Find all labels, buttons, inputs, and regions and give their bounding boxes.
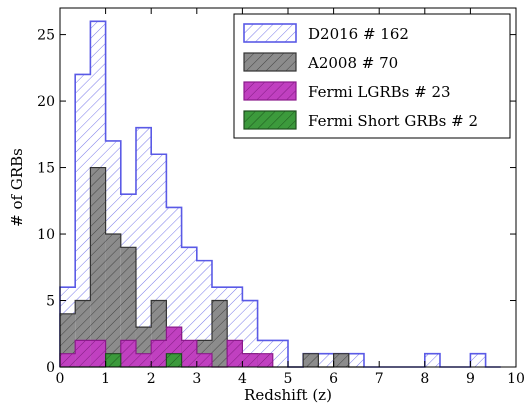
x-tick-label: 9 — [466, 371, 475, 387]
y-axis-label: # of GRBs — [8, 148, 26, 227]
y-tick-label: 25 — [37, 28, 55, 44]
legend-label: Fermi Short GRBs # 2 — [308, 112, 478, 130]
bar-d2016-162-14 — [272, 340, 288, 367]
bar-a2008-70-2 — [90, 167, 106, 367]
ticks-layer: 0 1 2 3 4 5 6 7 8 9 10 0 5 10 15 20 25 — [37, 8, 525, 387]
bar-fermi-lgrbs-23-13 — [257, 353, 273, 367]
bar-d2016-162-17 — [318, 353, 334, 367]
y-tick-label: 20 — [37, 94, 55, 110]
bar-a2008-70-4 — [120, 247, 136, 367]
bar-a2008-70-18 — [333, 353, 349, 367]
bar-fermi-lgrbs-23-12 — [242, 353, 258, 367]
x-tick-label: 6 — [329, 371, 338, 387]
bar-d2016-162-5 — [136, 127, 152, 368]
bar-fermi-lgrbs-23-4 — [120, 340, 136, 367]
plot-frame — [59, 7, 517, 368]
bar-fermi-lgrbs-23-8 — [181, 340, 197, 367]
bar-fermi-lgrbs-23-5 — [136, 353, 152, 367]
legend: D2016 # 162 A2008 # 70 Fermi LGRBs # 23 Fer… — [233, 13, 511, 139]
x-tick-label: 2 — [147, 371, 156, 387]
legend-label: D2016 # 162 — [308, 25, 409, 43]
legend-swatch — [243, 23, 297, 43]
x-tick-label: 8 — [420, 371, 429, 387]
outline-fermi-lgrbs-23 — [59, 326, 274, 368]
x-axis-label: Redshift (z) — [244, 386, 332, 404]
outline-d2016-162 — [59, 20, 501, 368]
bar-fermi-lgrbs-23-11 — [227, 340, 243, 367]
bar-a2008-70-10 — [211, 300, 228, 367]
x-tick-label: 0 — [56, 371, 65, 387]
bar-d2016-162-27 — [470, 353, 486, 367]
bar-fermi-lgrbs-23-9 — [196, 353, 212, 367]
legend-label: Fermi LGRBs # 23 — [308, 83, 451, 101]
bar-d2016-162-12 — [242, 300, 258, 367]
bar-d2016-162-24 — [424, 353, 440, 367]
x-tick-label: 1 — [101, 371, 110, 387]
y-tick-label: 0 — [46, 360, 55, 376]
bar-fermi-lgrbs-23-0 — [60, 353, 76, 367]
bar-d2016-162-1 — [75, 74, 91, 368]
bar-d2016-162-8 — [181, 247, 197, 367]
x-tick-label: 3 — [192, 371, 201, 387]
legend-swatch — [243, 52, 297, 72]
bar-fermi-lgrbs-23-2 — [90, 340, 106, 367]
bar-fermi-lgrbs-23-6 — [151, 340, 167, 367]
series-fermi-lgrbs-23 — [59, 326, 274, 368]
y-tick-label: 15 — [37, 161, 55, 177]
legend-swatch — [243, 81, 297, 101]
x-tick-label: 7 — [375, 371, 384, 387]
bars-layer — [59, 20, 501, 368]
bar-a2008-70-3 — [105, 234, 121, 367]
x-tick-label: 10 — [507, 371, 525, 387]
bar-fermi-short-grbs-2-7 — [166, 353, 182, 367]
legend-swatch — [243, 110, 297, 130]
y-tick-label: 10 — [37, 227, 55, 243]
x-tick-label: 5 — [284, 371, 293, 387]
y-tick-label: 5 — [46, 294, 55, 310]
bar-d2016-162-19 — [348, 353, 364, 367]
x-tick-label: 4 — [238, 371, 247, 387]
legend-label: A2008 # 70 — [307, 54, 398, 72]
bar-fermi-lgrbs-23-1 — [75, 340, 91, 367]
bar-a2008-70-16 — [303, 353, 319, 367]
bar-fermi-short-grbs-2-3 — [105, 353, 121, 367]
